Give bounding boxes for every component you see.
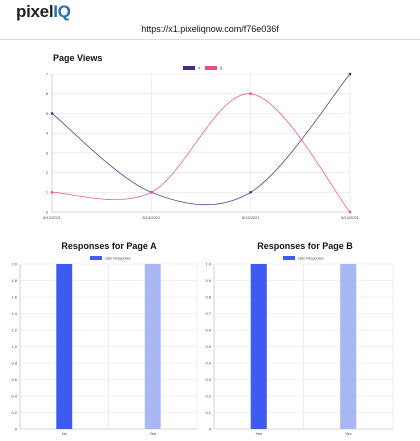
- page-a-ytick-label: 0.8: [11, 360, 17, 365]
- page-a-legend-swatch: [90, 256, 102, 260]
- logo-text: pixel: [16, 2, 54, 21]
- page-b-ytick-label: 0.9: [205, 278, 211, 283]
- line-point-A: [50, 112, 54, 115]
- page-a-ytick-label: 1.4: [11, 311, 17, 316]
- page-url: https://x1.pixeliqnow.com/f76e036f: [141, 24, 279, 34]
- page-a-xtick-label: No: [62, 431, 68, 436]
- page-a-chart-title: Responses for Page A: [61, 241, 157, 251]
- line-ytick-label: 2: [46, 170, 49, 175]
- page-b-bar: [250, 264, 267, 429]
- line-ytick-label: 1: [46, 190, 49, 195]
- line-legend-swatch-A: [183, 66, 195, 70]
- page-b-ytick-label: 0.7: [205, 311, 211, 316]
- page-a-xtick-label: Yes: [149, 431, 156, 436]
- page-b-ytick-label: 0.3: [205, 377, 211, 382]
- page-b-bar: [340, 264, 357, 429]
- page-b-ytick-label: 1.0: [205, 261, 211, 266]
- page-b-legend-swatch: [283, 256, 295, 260]
- page-b-ytick-label: 0.1: [205, 410, 211, 415]
- page-b-xtick-label: Yes: [255, 431, 262, 436]
- page-b-ytick-label: 0.2: [205, 393, 211, 398]
- line-point-B: [249, 92, 252, 96]
- page-a-ytick-label: 1.2: [11, 327, 17, 332]
- line-ytick-label: 4: [46, 131, 49, 136]
- page-b-chart-title: Responses for Page B: [257, 241, 353, 251]
- page-a-ytick-label: 0.6: [11, 377, 17, 382]
- line-point-B: [50, 190, 54, 194]
- page-a-ytick-label: 1.0: [11, 344, 17, 349]
- line-point-B: [150, 190, 153, 194]
- pixeliq-logo[interactable]: pixel IQ: [16, 2, 71, 26]
- page-a-ytick-label: 0.2: [11, 410, 17, 415]
- line-point-B: [348, 210, 352, 214]
- line-series-B: [51, 93, 351, 213]
- page-b-ytick-label: 0.6: [205, 327, 211, 332]
- page-a-ytick-label: 0: [15, 426, 18, 431]
- line-ytick-label: 6: [46, 91, 49, 96]
- line-legend-label-B: B: [220, 67, 223, 71]
- line-ytick-label: 0: [46, 209, 49, 214]
- line-chart-title: Page Views: [53, 53, 102, 63]
- line-legend-swatch-B: [205, 66, 217, 70]
- page-b-ytick-label: 0.8: [205, 294, 211, 299]
- line-xtick-label: 5/13/2021: [242, 215, 261, 220]
- line-ytick-label: 3: [46, 150, 49, 155]
- page-b-ytick-label: 0.4: [205, 360, 211, 365]
- page-b-xtick-label: Yes: [345, 431, 352, 436]
- page-a-ytick-label: 0.4: [11, 393, 17, 398]
- page-b-ytick-label: 0: [209, 426, 212, 431]
- line-xtick-label: 5/13/2021: [142, 215, 161, 220]
- line-series-A: [51, 73, 351, 206]
- line-point-A: [348, 72, 352, 76]
- page-a-legend-label: User Responses: [105, 257, 131, 261]
- line-ytick-label: 5: [46, 111, 49, 116]
- line-ytick-label: 7: [46, 71, 49, 76]
- logo-accent: IQ: [53, 2, 71, 21]
- line-xtick-label: 5/14/2021: [341, 215, 360, 220]
- page-a-bar: [144, 264, 161, 429]
- page-a-ytick-label: 2.0: [11, 261, 17, 266]
- header-divider: [0, 39, 420, 40]
- page-a-bar: [56, 264, 73, 429]
- page-b-ytick-label: 0.5: [205, 344, 211, 349]
- line-point-A: [249, 190, 252, 194]
- page-a-ytick-label: 1.8: [11, 278, 17, 283]
- line-legend-label-A: A: [198, 67, 201, 71]
- page-b-legend-label: User Responses: [298, 257, 324, 261]
- line-xtick-label: 5/12/2021: [43, 215, 62, 220]
- page-a-ytick-label: 1.6: [11, 294, 17, 299]
